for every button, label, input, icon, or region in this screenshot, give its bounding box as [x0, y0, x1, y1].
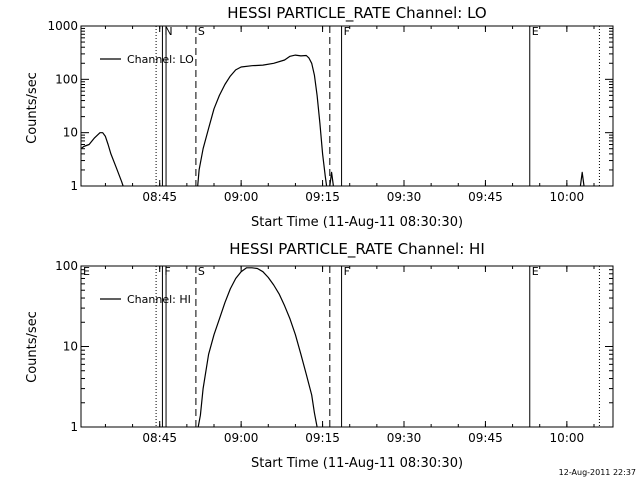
hi-plot-area: 08:45 09:00 09:15 09:30 09:45 10:00 1 10 100 F S F E…	[55, 259, 614, 445]
lo-series-line-segment	[329, 171, 334, 187]
lo-y-tick-label: 100	[55, 72, 78, 86]
hi-x-tick-label: 08:45	[142, 431, 177, 445]
lo-plot-frame	[80, 25, 614, 187]
hi-legend-label: Channel: HI	[127, 293, 191, 306]
hi-event-marker-label: E	[532, 265, 539, 278]
lo-event-marker-label: E	[532, 25, 539, 38]
hi-x-tick-label: 09:30	[387, 431, 422, 445]
hi-x-tick-label: 09:45	[468, 431, 503, 445]
lo-series-line-segment	[80, 132, 124, 187]
lo-event-marker-label: N	[164, 25, 172, 38]
hi-x-tick-label: 10:00	[550, 431, 585, 445]
lo-x-tick-label: 09:00	[224, 190, 259, 204]
lo-event-marker-label: S	[198, 25, 205, 38]
hi-corner-label: E	[83, 265, 90, 278]
lo-y-tick-label: 1000	[47, 19, 78, 33]
lo-chart-title: HESSI PARTICLE_RATE Channel: LO	[227, 4, 486, 23]
lo-y-axis-label: Counts/sec	[25, 72, 40, 144]
lo-x-tick-label: 09:30	[387, 190, 422, 204]
hi-event-marker-label: F	[164, 265, 170, 278]
hi-series-line-segment	[197, 267, 318, 428]
footer-timestamp: 12-Aug-2011 22:37	[559, 468, 636, 477]
lo-legend-label: Channel: LO	[127, 53, 194, 66]
lo-plot-area: 08:45 09:00 09:15 09:30 09:45 10:00 1 10 100 1000…	[47, 19, 614, 204]
lo-y-tick-label: 10	[63, 126, 78, 140]
hi-y-tick-label: 100	[55, 259, 78, 273]
lo-x-tick-label: 08:45	[142, 190, 177, 204]
hi-event-marker-label: S	[198, 265, 205, 278]
lo-y-tick-label: 1	[70, 179, 78, 193]
hi-y-tick-label: 1	[70, 420, 78, 434]
lo-channel-panel: HESSI PARTICLE_RATE Channel: LO Start Ti…	[25, 4, 614, 230]
hi-channel-panel: HESSI PARTICLE_RATE Channel: HI Start Ti…	[25, 240, 614, 471]
hi-plot-frame	[80, 265, 614, 428]
hi-x-tick-label: 09:15	[305, 431, 340, 445]
lo-series-line-segment	[197, 54, 328, 187]
lo-x-tick-label: 10:00	[550, 190, 585, 204]
hi-x-axis-label: Start Time (11-Aug-11 08:30:30)	[251, 456, 463, 471]
lo-x-tick-label: 09:45	[468, 190, 503, 204]
lo-x-axis-label: Start Time (11-Aug-11 08:30:30)	[251, 215, 463, 230]
lo-series-line-segment	[579, 171, 585, 187]
lo-x-tick-label: 09:15	[305, 190, 340, 204]
hi-y-tick-label: 10	[63, 340, 78, 354]
lo-event-marker-label: F	[344, 25, 350, 38]
hi-event-marker-label: F	[344, 265, 350, 278]
hi-y-axis-label: Counts/sec	[25, 311, 40, 383]
hi-chart-title: HESSI PARTICLE_RATE Channel: HI	[229, 240, 485, 259]
hi-x-tick-label: 09:00	[224, 431, 259, 445]
